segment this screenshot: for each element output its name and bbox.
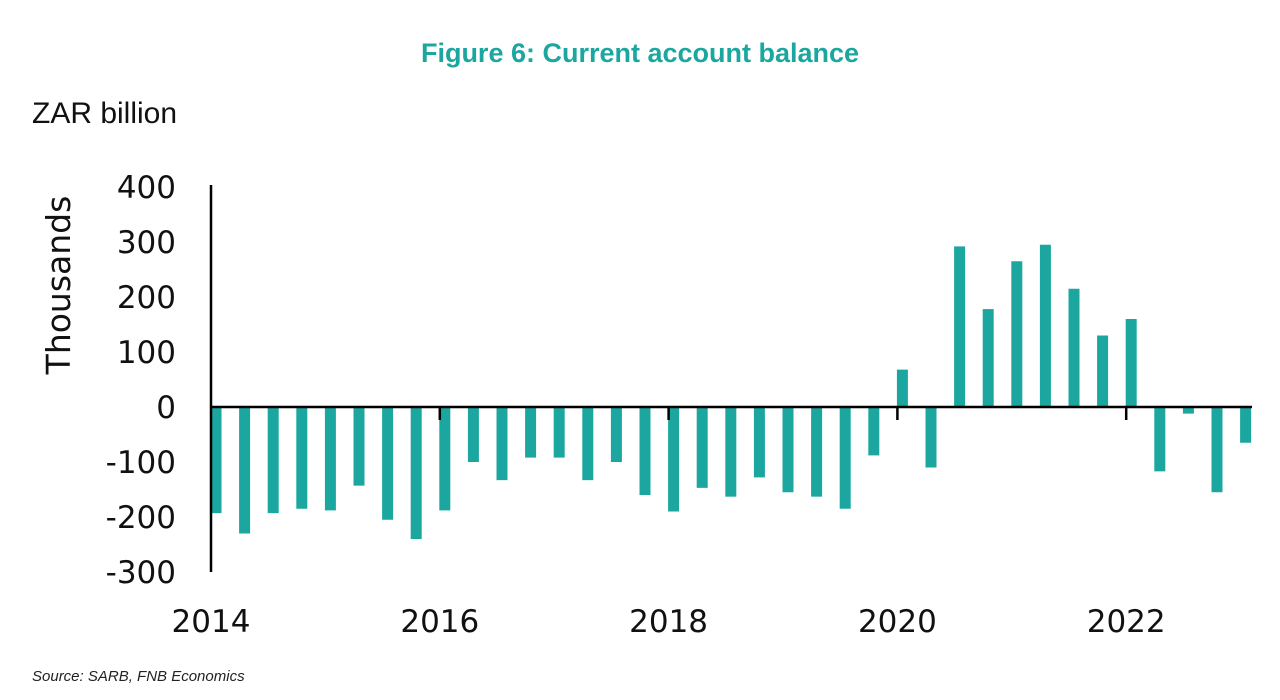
y-tick-label: -100: [106, 445, 176, 481]
bar-2016Q4: [525, 407, 537, 458]
bar-2020Q2: [925, 407, 937, 468]
y-tick-label: -300: [106, 555, 176, 591]
bar-2018Q4: [753, 407, 765, 478]
x-tick-label: 2016: [400, 604, 479, 640]
bar-2016Q3: [496, 407, 508, 481]
bar-2020Q4: [982, 309, 994, 407]
bar-2021Q2: [1039, 244, 1051, 407]
x-tick-label: 2018: [629, 604, 708, 640]
bar-2020Q3: [954, 246, 966, 407]
bar-2014Q2: [239, 407, 251, 534]
bar-2021Q4: [1097, 335, 1109, 407]
unit-label: ZAR billion: [32, 97, 178, 130]
bar-2014Q3: [267, 407, 279, 514]
x-tick-label: 2014: [172, 604, 251, 640]
bar-2019Q1: [782, 407, 794, 493]
bar-2014Q4: [296, 407, 308, 509]
axes: [209, 185, 1252, 572]
bar-2017Q1: [553, 407, 565, 458]
bar-2016Q1: [439, 407, 451, 511]
y-tick-label: -200: [106, 500, 176, 536]
bar-2018Q3: [725, 407, 737, 497]
y-axis-ticks: 400 300 200 100 0 -100 -200 -300: [106, 170, 176, 591]
y-tick-label: 0: [156, 390, 176, 426]
y-tick-label: 200: [117, 280, 176, 316]
bar-2015Q2: [353, 407, 365, 486]
y-axis-label: Thousands: [39, 196, 78, 376]
bars: [210, 244, 1252, 539]
bar-2015Q4: [410, 407, 422, 539]
bar-2022Q2: [1154, 407, 1166, 472]
bar-2022Q1: [1125, 319, 1137, 407]
bar-2016Q2: [467, 407, 479, 462]
chart-title: Figure 6: Current account balance: [420, 38, 860, 68]
bar-2017Q2: [582, 407, 594, 481]
bar-2018Q1: [668, 407, 680, 512]
bar-2023Q1: [1240, 407, 1252, 443]
bar-2018Q2: [696, 407, 708, 488]
x-tick-label: 2022: [1087, 604, 1166, 640]
x-axis-ticks: 2014 2016 2018 2020 2022: [172, 407, 1166, 640]
bar-2022Q3: [1182, 407, 1194, 414]
bar-2021Q1: [1011, 261, 1023, 407]
bar-2014Q1: [210, 407, 222, 514]
bar-2020Q1: [896, 369, 908, 407]
bar-2019Q3: [839, 407, 851, 509]
source-note: Source: SARB, FNB Economics: [32, 668, 245, 685]
bar-2021Q3: [1068, 288, 1080, 407]
y-tick-label: 400: [117, 170, 176, 206]
bar-2019Q2: [811, 407, 823, 497]
bar-2015Q1: [324, 407, 336, 511]
bar-2019Q4: [868, 407, 880, 456]
bar-2022Q4: [1211, 407, 1223, 493]
bar-2015Q3: [382, 407, 394, 520]
y-tick-label: 100: [117, 335, 176, 371]
bar-2017Q4: [639, 407, 651, 495]
bar-2017Q3: [610, 407, 622, 462]
x-tick-label: 2020: [858, 604, 937, 640]
y-tick-label: 300: [117, 225, 176, 261]
